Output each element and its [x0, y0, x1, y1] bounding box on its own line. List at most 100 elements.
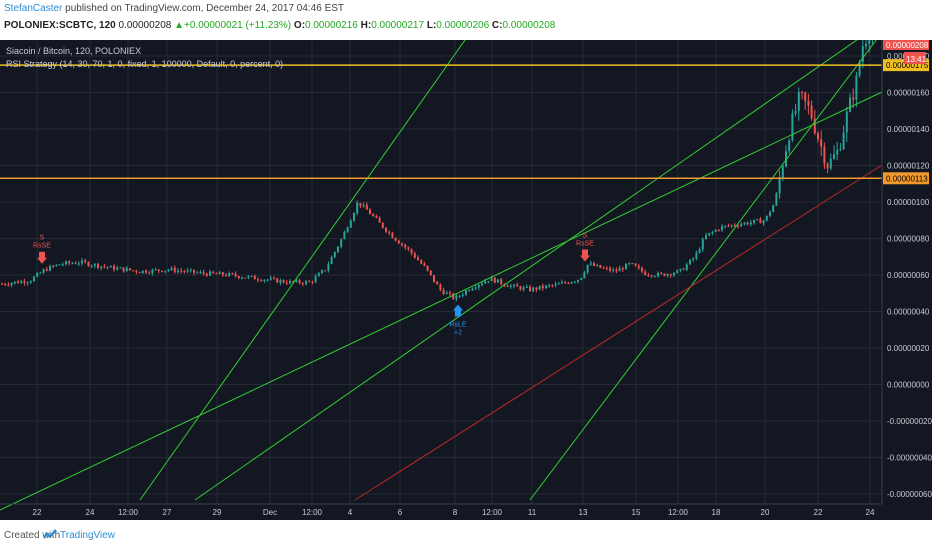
- time-axis[interactable]: 22 24 12:00 27 29 Dec 12:00 4 6 8 12:00 11 13 15 12:00…: [0, 503, 882, 517]
- candle-body: [660, 272, 663, 274]
- author-link[interactable]: StefanCaster: [4, 3, 63, 14]
- sell-signal-label: S: [583, 233, 588, 240]
- y-tick-label: 0.00000060: [887, 271, 930, 280]
- candle-body: [525, 286, 528, 288]
- candle-body: [135, 270, 138, 273]
- publish-header: StefanCaster published on TradingView.co…: [0, 0, 932, 40]
- candle-body: [138, 272, 141, 274]
- candle-body: [439, 284, 442, 290]
- candle-body: [685, 264, 688, 270]
- candle-body: [836, 149, 839, 155]
- candle-body: [244, 277, 247, 279]
- candle-body: [609, 268, 611, 271]
- symbol-line: POLONIEX:SCBTC, 120 0.00000208 ▲+0.00000…: [4, 20, 555, 31]
- candle-body: [772, 205, 775, 213]
- candle-body: [746, 222, 749, 225]
- candle-body: [346, 227, 349, 232]
- candle-body: [577, 279, 579, 282]
- sell-signal-label: S: [40, 235, 45, 242]
- candle-body: [375, 216, 378, 219]
- candle-body: [445, 292, 448, 294]
- candle-body: [311, 281, 314, 283]
- candle-body: [116, 267, 119, 270]
- candle-body: [791, 113, 794, 141]
- candle-body: [653, 276, 656, 278]
- high-label: H:: [360, 20, 372, 31]
- candle-body: [561, 282, 563, 284]
- x-tick-label: 22: [814, 508, 823, 517]
- y-tick-label: 0.00000040: [887, 308, 930, 317]
- close-label: C:: [491, 20, 503, 31]
- candle-body: [196, 272, 199, 274]
- candle-body: [68, 261, 71, 264]
- candle-body: [679, 268, 682, 271]
- candle-body: [810, 105, 813, 119]
- candle-body: [410, 249, 413, 254]
- price-change: +0.00000021 (+11.23%): [184, 20, 292, 31]
- x-tick-label: 12:00: [302, 508, 323, 517]
- x-tick-label: 27: [163, 508, 172, 517]
- candle-body: [39, 272, 42, 274]
- candle-body: [359, 203, 362, 206]
- candle-body: [641, 267, 643, 272]
- countdown-value: 13:41: [906, 55, 927, 64]
- x-tick-label: 6: [398, 508, 403, 517]
- candle-body: [778, 177, 781, 194]
- price-axis[interactable]: 0.000001800.000001600.000001400.00000120…: [881, 40, 932, 504]
- candle-body: [49, 265, 51, 271]
- candle-body: [340, 239, 343, 247]
- candle-body: [855, 75, 858, 100]
- candle-body: [349, 220, 352, 228]
- trendline-2[interactable]: [194, 40, 900, 501]
- candle-body: [205, 273, 208, 276]
- indicator-label[interactable]: RSI Strategy (14, 30, 70, 1, 0, fixed, 1…: [6, 59, 283, 69]
- candle-body: [253, 275, 256, 280]
- candle-body: [109, 265, 112, 268]
- candle-body: [93, 263, 96, 266]
- candle-body: [250, 275, 253, 277]
- candle-body: [788, 140, 791, 152]
- candle-body: [314, 276, 317, 282]
- candle-body: [618, 268, 621, 272]
- candle-body: [519, 286, 522, 290]
- candle-body: [234, 273, 237, 277]
- trendline-3[interactable]: [0, 91, 883, 511]
- sell-arrow-icon: [580, 249, 590, 262]
- candle-body: [538, 285, 541, 290]
- candle-body: [212, 271, 215, 274]
- candle-body: [407, 247, 410, 250]
- candle-body: [657, 272, 659, 277]
- candle-body: [781, 166, 784, 178]
- candle-body: [845, 111, 848, 133]
- candle-body: [170, 267, 173, 270]
- created-with-text: Created with: [4, 530, 61, 541]
- tradingview-brand[interactable]: TradingView: [60, 530, 116, 541]
- trendline-1[interactable]: [139, 40, 466, 501]
- candle-body: [7, 284, 10, 286]
- footer: Created with TradingView: [0, 520, 932, 550]
- candle-body: [71, 263, 74, 265]
- candle-body: [362, 204, 365, 206]
- candle-body: [625, 263, 627, 270]
- candle-body: [481, 283, 483, 285]
- candle-body: [711, 231, 714, 233]
- trendline-4[interactable]: [529, 40, 880, 501]
- candle-body: [433, 274, 435, 282]
- current-price-value: 0.00000208: [886, 41, 929, 50]
- y-tick-label: 0.00000080: [887, 235, 930, 244]
- candle-body: [567, 282, 570, 284]
- up-arrow-icon: ▲: [174, 20, 185, 31]
- candle-body: [388, 231, 391, 233]
- candle-body: [551, 285, 554, 287]
- red-trendline[interactable]: [354, 164, 883, 501]
- candle-body: [813, 118, 816, 134]
- candle-body: [602, 267, 605, 269]
- candle-body: [257, 279, 259, 281]
- candle-body: [631, 263, 634, 265]
- candle-body: [849, 97, 851, 112]
- candle-body: [151, 269, 154, 274]
- candle-body: [596, 264, 599, 266]
- candle-body: [157, 269, 160, 271]
- candle-body: [817, 133, 819, 140]
